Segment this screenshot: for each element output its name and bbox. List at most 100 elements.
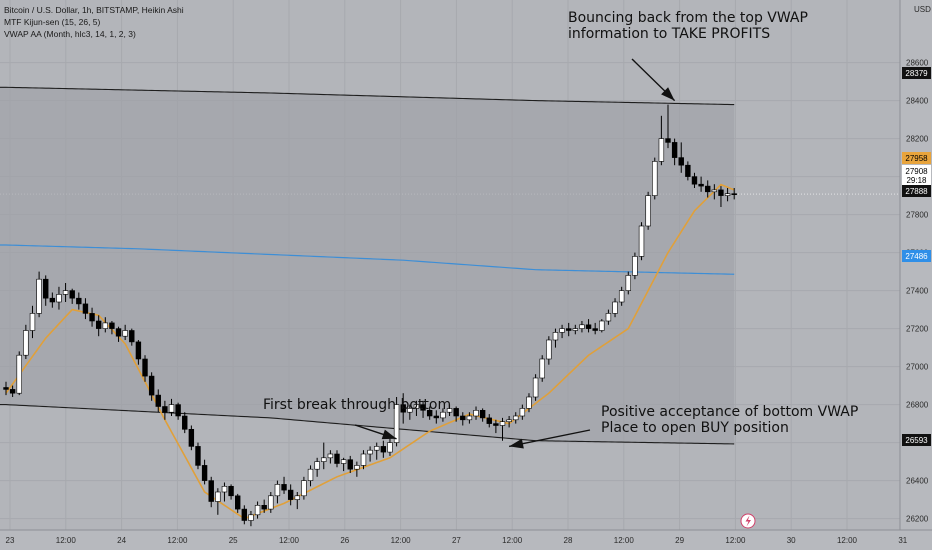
time-axis[interactable]: 23 12:00 24 12:00 25 12:00 26 12:00 27 12:00 28 12:… <box>6 536 908 545</box>
candle-body <box>36 278 42 314</box>
candle <box>168 398 175 416</box>
candle-body <box>526 396 532 409</box>
candle <box>658 115 665 166</box>
candle <box>460 412 466 426</box>
candle-body <box>89 313 95 322</box>
x-tick-label: 26 <box>340 536 349 545</box>
vwap-line <box>5 183 735 520</box>
candle <box>314 457 320 477</box>
y-tick-label: 27000 <box>906 363 929 372</box>
candle <box>493 419 499 434</box>
candle-body <box>148 375 155 396</box>
candle-body <box>532 377 539 398</box>
candle <box>572 324 579 335</box>
x-tick-label: 12:00 <box>391 536 412 545</box>
candle <box>254 501 261 519</box>
candle <box>671 138 678 166</box>
candle <box>479 408 486 422</box>
price-label-text: 27486 <box>905 252 928 261</box>
candle-body <box>413 404 420 409</box>
candle-body <box>16 354 22 394</box>
candle <box>446 404 453 416</box>
legend-vwap[interactable]: VWAP AA (Month, hlc3, 14, 1, 2, 3) <box>4 29 136 39</box>
candle <box>691 172 698 188</box>
candle <box>552 328 559 348</box>
candle <box>387 438 393 456</box>
y-tick-label: 27200 <box>906 325 929 334</box>
x-tick-label: 12:00 <box>279 536 300 545</box>
price-label-bg <box>902 434 931 446</box>
price-label-text: 28379 <box>905 69 928 78</box>
candle <box>327 450 334 464</box>
candle <box>122 324 128 340</box>
candle-body <box>261 504 267 510</box>
candle-body <box>691 176 698 185</box>
candle <box>453 406 459 422</box>
candle-body <box>440 411 446 419</box>
candle-body <box>466 415 473 421</box>
candle <box>82 298 89 320</box>
y-tick-label: 26800 <box>906 401 929 410</box>
candle <box>215 488 221 515</box>
price-label: 27888 <box>902 185 931 197</box>
candle <box>486 414 492 428</box>
candle <box>49 292 56 308</box>
candle-body <box>705 185 711 193</box>
candle <box>89 307 95 327</box>
candle-body <box>698 183 704 187</box>
x-tick-label: 27 <box>452 536 461 545</box>
candle <box>526 393 532 413</box>
candle-body <box>314 461 320 470</box>
x-tick-label: 30 <box>787 536 796 545</box>
candle <box>473 406 479 420</box>
lightning-icon[interactable] <box>740 513 756 529</box>
y-tick-label: 28600 <box>906 59 929 68</box>
candle-body <box>49 297 56 303</box>
candle-body <box>453 408 459 417</box>
candle-body <box>162 406 168 413</box>
price-label-text: 26593 <box>905 436 928 445</box>
candle-body <box>155 394 161 407</box>
candle-body <box>625 275 631 291</box>
candle <box>400 393 406 424</box>
x-tick-label: 24 <box>117 536 126 545</box>
candle-body <box>645 195 651 227</box>
candle-body <box>29 313 36 331</box>
candle-body <box>612 301 618 314</box>
candle-body <box>188 428 195 447</box>
annotations: Bouncing back from the top VWAPinformati… <box>263 10 858 449</box>
candle-body <box>135 341 142 360</box>
candle <box>175 402 181 420</box>
candle-body <box>367 449 373 455</box>
candle-body <box>658 138 665 162</box>
candle <box>129 328 135 346</box>
candle <box>374 442 380 460</box>
candle-body <box>420 404 426 411</box>
price-label-text: 27958 <box>905 154 928 163</box>
vwap-lower-line <box>0 404 735 445</box>
candle <box>301 476 307 500</box>
candle-body <box>327 453 334 459</box>
price-axis[interactable]: 2620026400266002680027000272002740027600… <box>902 59 931 524</box>
candle-body <box>95 320 102 329</box>
annotation: Positive acceptance of bottom VWAPPlace … <box>508 404 858 449</box>
candle <box>532 374 539 401</box>
candle <box>340 457 347 472</box>
candle-body <box>274 484 281 497</box>
annotation-text: Place to open BUY position <box>601 420 789 436</box>
legend-symbol[interactable]: Bitcoin / U.S. Dollar, 1h, BITSTAMP, Hei… <box>4 5 184 15</box>
candle <box>440 408 446 422</box>
candle <box>235 493 241 513</box>
chart-legend: Bitcoin / U.S. Dollar, 1h, BITSTAMP, Hei… <box>4 4 184 40</box>
candle-body <box>307 468 314 481</box>
candle <box>307 465 314 487</box>
candle <box>506 416 512 428</box>
candle <box>228 484 234 500</box>
candle-body <box>565 328 572 331</box>
candle-body <box>493 423 499 426</box>
candle <box>705 180 711 198</box>
candle <box>287 484 294 506</box>
legend-kijun[interactable]: MTF Kijun-sen (15, 26, 5) <box>4 17 101 27</box>
candle <box>731 188 737 200</box>
